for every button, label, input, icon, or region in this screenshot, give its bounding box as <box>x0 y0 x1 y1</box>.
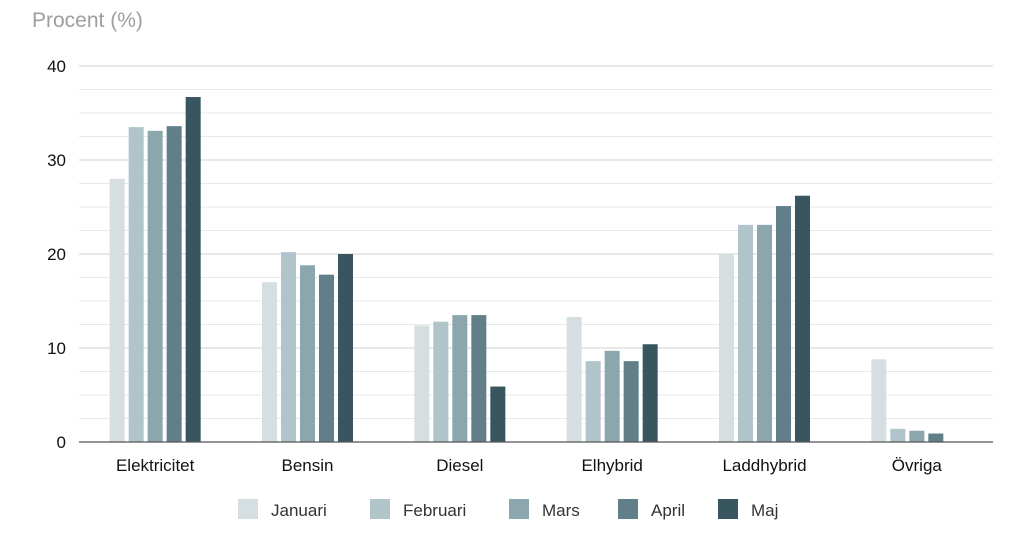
bar-elhybrid-april <box>623 361 639 442</box>
bar-bensin-maj <box>338 254 353 442</box>
y-tick-label: 0 <box>57 433 66 452</box>
legend-label: Mars <box>542 501 580 520</box>
legend-swatch <box>509 499 529 519</box>
bar-laddhybrid-maj <box>795 195 810 442</box>
bar-bensin-mars <box>300 265 315 442</box>
bar-elektricitet-maj <box>185 97 201 443</box>
bar-övriga-april <box>928 433 944 442</box>
y-tick-label: 20 <box>47 245 66 264</box>
category-labels: Elektricitet Bensin Diesel Elhybrid Laddhybr… <box>116 456 942 475</box>
bar-bensin-april <box>319 274 334 442</box>
bar-diesel-mars <box>452 315 468 442</box>
bar-elektricitet-mars <box>147 130 163 443</box>
legend-swatch <box>238 499 258 519</box>
bar-laddhybrid-mars <box>757 224 772 442</box>
bar-diesel-februari <box>433 321 449 442</box>
y-tick-label: 30 <box>47 151 66 170</box>
bar-elhybrid-mars <box>604 350 620 442</box>
bar-laddhybrid-februari <box>738 224 753 442</box>
y-tick-labels: 0 10 20 30 40 <box>47 57 66 452</box>
bar-övriga-februari <box>890 428 906 442</box>
category-label: Elektricitet <box>116 456 195 475</box>
bar-diesel-april <box>471 315 487 442</box>
category-label: Elhybrid <box>581 456 642 475</box>
category-label: Övriga <box>892 456 943 475</box>
legend-swatch <box>618 499 638 519</box>
bar-elhybrid-maj <box>642 344 658 442</box>
category-label: Bensin <box>282 456 334 475</box>
bar-elektricitet-februari <box>128 127 144 442</box>
legend-label: Januari <box>271 501 327 520</box>
legend-swatch <box>718 499 738 519</box>
bar-elektricitet-april <box>166 126 182 442</box>
bar-laddhybrid-januari <box>719 254 734 442</box>
legend-label: Maj <box>751 501 778 520</box>
bar-diesel-maj <box>490 386 506 442</box>
category-label: Diesel <box>436 456 483 475</box>
bar-elhybrid-februari <box>585 361 601 442</box>
bar-bensin-februari <box>281 252 296 442</box>
bars <box>109 97 944 443</box>
y-tick-label: 10 <box>47 339 66 358</box>
category-label: Laddhybrid <box>722 456 806 475</box>
legend: Januari Februari Mars April Maj <box>238 499 778 520</box>
legend-label: Februari <box>403 501 466 520</box>
bar-övriga-mars <box>909 430 925 442</box>
bar-övriga-januari <box>871 359 887 442</box>
bar-diesel-januari <box>414 325 430 442</box>
bar-elektricitet-januari <box>109 178 125 443</box>
y-axis-label: Procent (%) <box>32 9 143 32</box>
bar-bensin-januari <box>262 282 277 442</box>
y-tick-label: 40 <box>47 57 66 76</box>
legend-label: April <box>651 501 685 520</box>
gridlines <box>79 65 993 419</box>
legend-swatch <box>370 499 390 519</box>
bar-elhybrid-januari <box>566 316 582 442</box>
bar-laddhybrid-april <box>776 206 791 442</box>
